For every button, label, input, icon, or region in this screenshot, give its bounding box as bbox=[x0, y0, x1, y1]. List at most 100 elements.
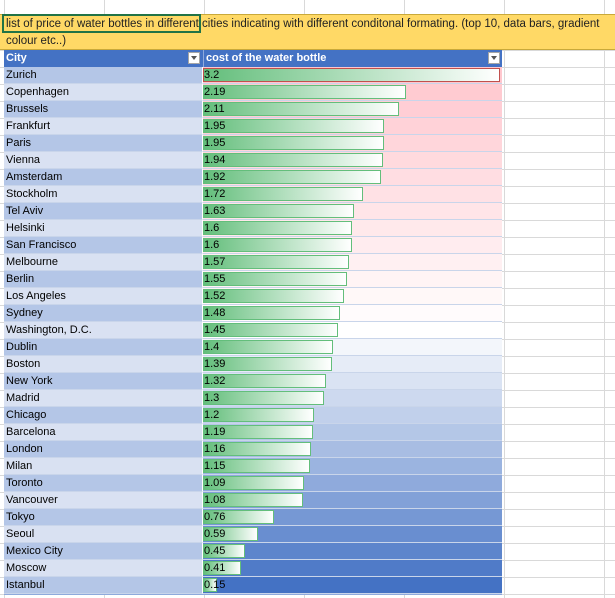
cost-value: 0.15 bbox=[204, 579, 226, 591]
cost-value: 1.52 bbox=[204, 290, 226, 302]
table-row: Washington, D.C. 1.45 bbox=[4, 322, 502, 339]
cost-cell[interactable]: 1.08 bbox=[203, 492, 502, 509]
cost-value: 1.15 bbox=[204, 460, 226, 472]
city-cell[interactable]: Zurich bbox=[4, 67, 203, 84]
filter-dropdown-cost-icon[interactable] bbox=[488, 52, 500, 64]
cost-value: 1.92 bbox=[204, 171, 226, 183]
cost-value: 1.48 bbox=[204, 307, 226, 319]
city-cell[interactable]: Stockholm bbox=[4, 186, 203, 203]
city-cell[interactable]: Vancouver bbox=[4, 492, 203, 509]
cost-cell[interactable]: 2.19 bbox=[203, 84, 502, 101]
cost-cell[interactable]: 0.41 bbox=[203, 560, 502, 577]
cost-cell[interactable]: 1.2 bbox=[203, 407, 502, 424]
city-cell[interactable]: Istanbul bbox=[4, 577, 203, 594]
cost-cell[interactable]: 1.3 bbox=[203, 390, 502, 407]
city-cell[interactable]: Dublin bbox=[4, 339, 203, 356]
cost-cell[interactable]: 3.2 bbox=[203, 67, 502, 84]
title-note-text: list of price of water bottles in differ… bbox=[6, 18, 600, 47]
cost-cell[interactable]: 1.94 bbox=[203, 152, 502, 169]
city-cell[interactable]: Tokyo bbox=[4, 509, 203, 526]
city-cell[interactable]: San Francisco bbox=[4, 237, 203, 254]
city-cell[interactable]: Toronto bbox=[4, 475, 203, 492]
cost-cell[interactable]: 1.4 bbox=[203, 339, 502, 356]
table-row: Mexico City 0.45 bbox=[4, 543, 502, 560]
city-cell[interactable]: Vienna bbox=[4, 152, 203, 169]
table-row: Paris 1.95 bbox=[4, 135, 502, 152]
title-note-cell[interactable]: list of price of water bottles in differ… bbox=[0, 14, 615, 50]
cost-cell[interactable]: 2.11 bbox=[203, 101, 502, 118]
city-cell[interactable]: Madrid bbox=[4, 390, 203, 407]
filter-dropdown-city-icon[interactable] bbox=[188, 52, 200, 64]
city-cell[interactable]: Berlin bbox=[4, 271, 203, 288]
city-cell[interactable]: Helsinki bbox=[4, 220, 203, 237]
data-bar bbox=[203, 204, 354, 218]
cost-cell[interactable]: 0.76 bbox=[203, 509, 502, 526]
cost-value: 0.76 bbox=[204, 511, 226, 523]
data-bar bbox=[203, 289, 344, 303]
cost-value: 2.19 bbox=[204, 86, 226, 98]
cost-cell[interactable]: 1.72 bbox=[203, 186, 502, 203]
cost-cell[interactable]: 1.57 bbox=[203, 254, 502, 271]
cost-cell[interactable]: 1.19 bbox=[203, 424, 502, 441]
cost-value: 1.4 bbox=[204, 341, 220, 353]
data-bar bbox=[203, 68, 500, 82]
table-row: Sydney 1.48 bbox=[4, 305, 502, 322]
data-bar bbox=[203, 136, 384, 150]
city-cell[interactable]: Frankfurt bbox=[4, 118, 203, 135]
cost-cell[interactable]: 1.92 bbox=[203, 169, 502, 186]
cost-cell[interactable]: 1.55 bbox=[203, 271, 502, 288]
header-cost[interactable]: cost of the water bottle bbox=[203, 50, 502, 67]
cost-cell[interactable]: 0.15 bbox=[203, 577, 502, 594]
data-bar bbox=[203, 408, 314, 422]
data-bar bbox=[203, 187, 363, 201]
cost-value: 1.16 bbox=[204, 443, 226, 455]
city-cell[interactable]: Amsterdam bbox=[4, 169, 203, 186]
header-city[interactable]: City bbox=[4, 50, 203, 67]
cost-cell[interactable]: 1.6 bbox=[203, 220, 502, 237]
cost-cell[interactable]: 1.48 bbox=[203, 305, 502, 322]
city-cell[interactable]: Los Angeles bbox=[4, 288, 203, 305]
city-cell[interactable]: Moscow bbox=[4, 560, 203, 577]
table-row: Helsinki 1.6 bbox=[4, 220, 502, 237]
cost-cell[interactable]: 1.32 bbox=[203, 373, 502, 390]
cost-cell[interactable]: 1.95 bbox=[203, 135, 502, 152]
cost-value: 1.95 bbox=[204, 137, 226, 149]
city-cell[interactable]: Washington, D.C. bbox=[4, 322, 203, 339]
cost-cell[interactable]: 1.45 bbox=[203, 322, 502, 339]
cost-value: 1.3 bbox=[204, 392, 220, 404]
city-cell[interactable]: London bbox=[4, 441, 203, 458]
city-cell[interactable]: Boston bbox=[4, 356, 203, 373]
city-cell[interactable]: Chicago bbox=[4, 407, 203, 424]
cost-cell[interactable]: 1.52 bbox=[203, 288, 502, 305]
city-cell[interactable]: Melbourne bbox=[4, 254, 203, 271]
cost-value: 1.32 bbox=[204, 375, 226, 387]
city-cell[interactable]: Sydney bbox=[4, 305, 203, 322]
cost-value: 3.2 bbox=[204, 69, 220, 81]
data-bar bbox=[203, 153, 383, 167]
table-row: New York 1.32 bbox=[4, 373, 502, 390]
city-cell[interactable]: Tel Aviv bbox=[4, 203, 203, 220]
city-cell[interactable]: Seoul bbox=[4, 526, 203, 543]
cost-cell[interactable]: 1.95 bbox=[203, 118, 502, 135]
city-cell[interactable]: Barcelona bbox=[4, 424, 203, 441]
cost-value: 1.55 bbox=[204, 273, 226, 285]
city-cell[interactable]: Paris bbox=[4, 135, 203, 152]
cost-cell[interactable]: 1.16 bbox=[203, 441, 502, 458]
city-cell[interactable]: Copenhagen bbox=[4, 84, 203, 101]
cost-cell[interactable]: 0.45 bbox=[203, 543, 502, 560]
cost-value: 1.39 bbox=[204, 358, 226, 370]
cost-cell[interactable]: 1.63 bbox=[203, 203, 502, 220]
city-cell[interactable]: Mexico City bbox=[4, 543, 203, 560]
data-bar bbox=[203, 493, 303, 507]
cost-cell[interactable]: 1.6 bbox=[203, 237, 502, 254]
cost-cell[interactable]: 0.59 bbox=[203, 526, 502, 543]
city-cell[interactable]: Brussels bbox=[4, 101, 203, 118]
city-cell[interactable]: Milan bbox=[4, 458, 203, 475]
city-cell[interactable]: New York bbox=[4, 373, 203, 390]
cost-cell[interactable]: 1.09 bbox=[203, 475, 502, 492]
table-row: Berlin 1.55 bbox=[4, 271, 502, 288]
cost-cell[interactable]: 1.15 bbox=[203, 458, 502, 475]
table-row: Dublin 1.4 bbox=[4, 339, 502, 356]
cost-cell[interactable]: 1.39 bbox=[203, 356, 502, 373]
table-row: Moscow 0.41 bbox=[4, 560, 502, 577]
